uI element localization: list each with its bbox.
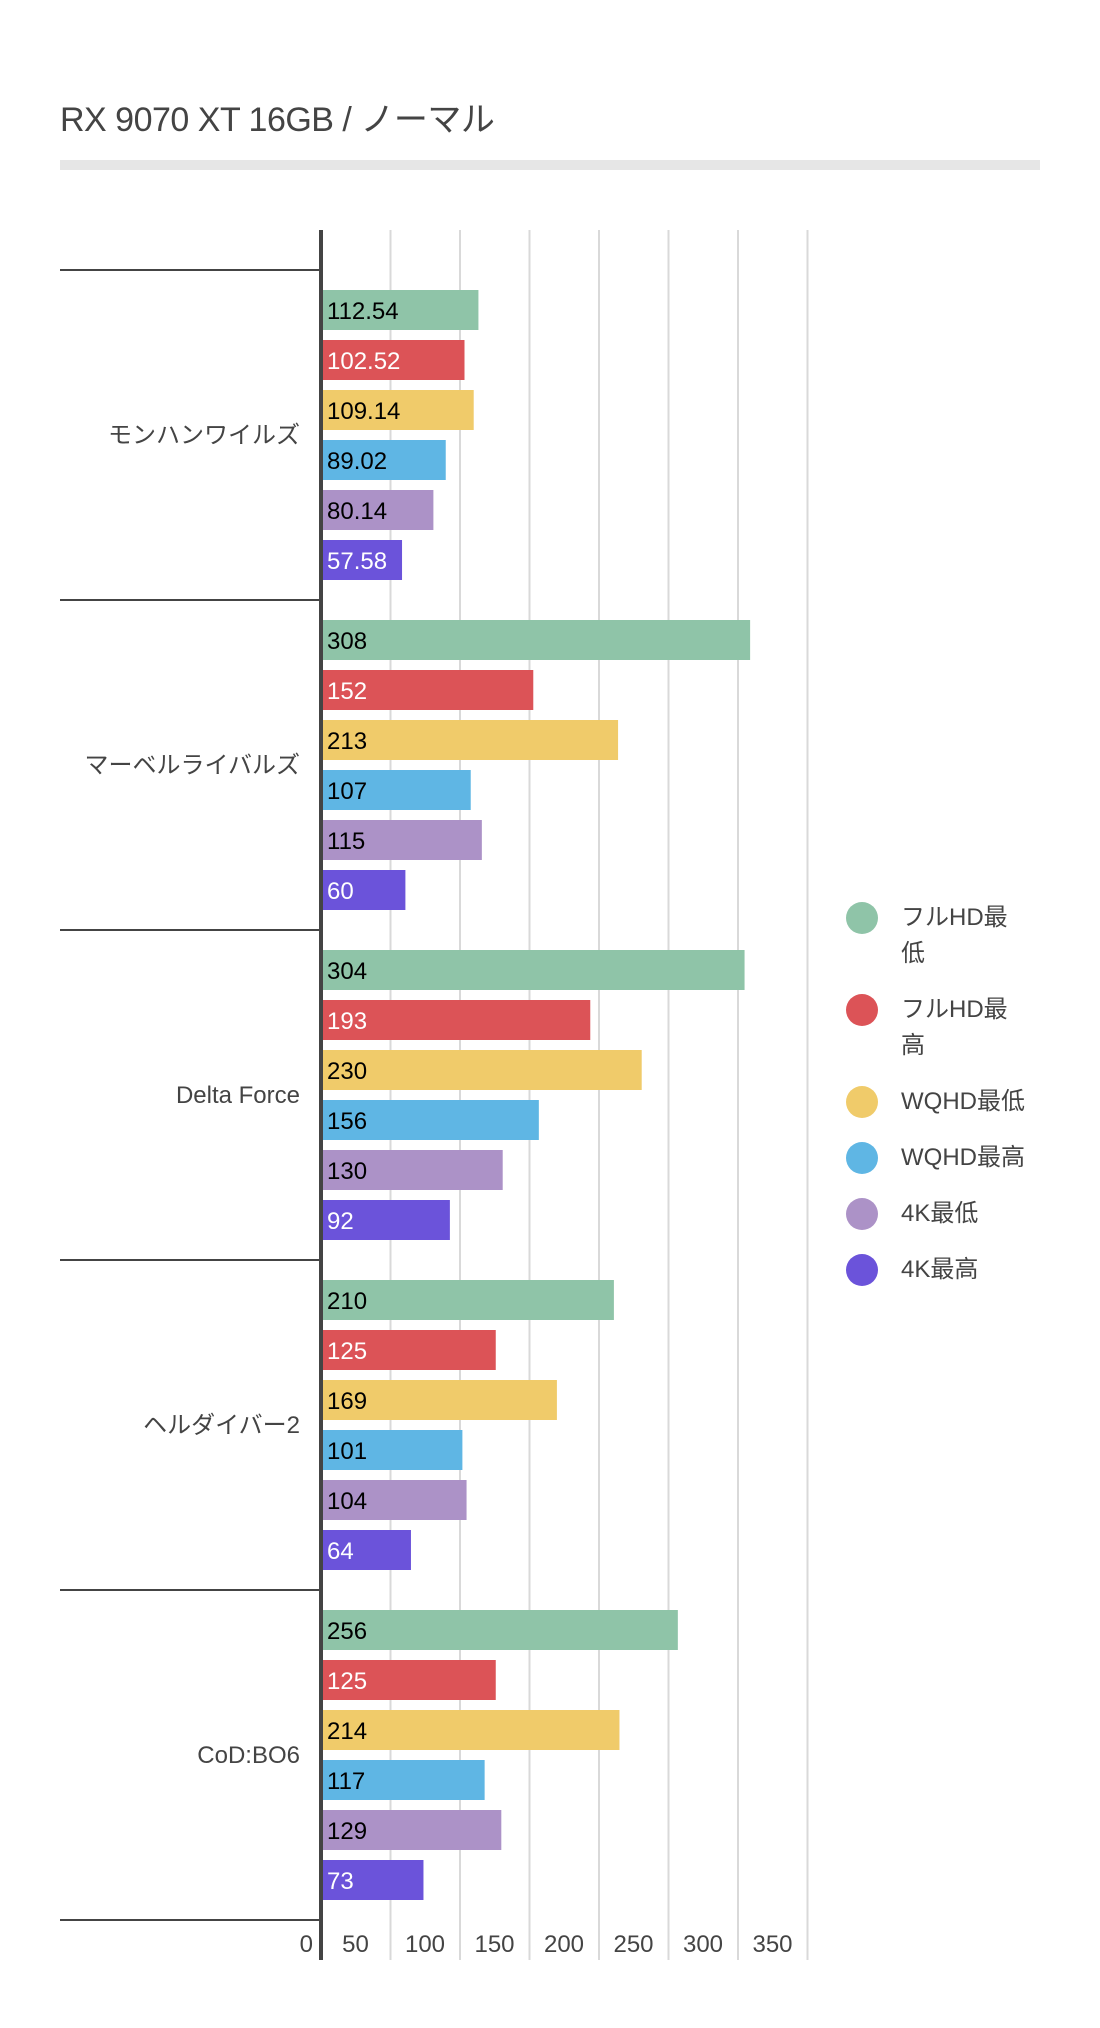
bar [322, 1200, 450, 1240]
legend-item: フルHD最高 [846, 992, 1021, 1064]
bar [322, 1280, 614, 1320]
bar [322, 290, 479, 330]
bar [322, 340, 465, 380]
bar [322, 1760, 485, 1800]
legend-swatch-icon [846, 902, 878, 934]
x-tick-label: 300 [683, 1931, 723, 1958]
bar-value-label: 112.54 [327, 298, 399, 325]
bar-value-label: 109.14 [327, 398, 400, 425]
legend-item: フルHD最低 [846, 900, 1021, 972]
bar-value-label: 304 [327, 958, 367, 985]
bar [322, 620, 751, 660]
x-tick-label: 200 [544, 1931, 584, 1958]
legend-swatch-icon [846, 994, 878, 1026]
bar-value-label: 156 [327, 1108, 367, 1135]
legend-swatch-icon [846, 1086, 878, 1118]
legend-item: 4K最高 [846, 1252, 1061, 1288]
legend-item: WQHD最低 [846, 1084, 1061, 1120]
bar-value-label: 152 [327, 678, 367, 705]
legend-label: フルHD最低 [901, 904, 1008, 967]
bar-value-label: 125 [327, 1668, 367, 1695]
bar-value-label: 102.52 [327, 348, 400, 375]
bar [322, 1710, 620, 1750]
bar [322, 1000, 591, 1040]
bar-value-label: 57.58 [327, 548, 387, 575]
x-tick-label: 150 [474, 1931, 514, 1958]
bar-value-label: 73 [327, 1868, 354, 1895]
legend-label: フルHD最高 [901, 996, 1008, 1059]
bar [322, 720, 619, 760]
category-label: Delta Force [176, 1082, 300, 1109]
bar [322, 390, 474, 430]
bar [322, 670, 534, 710]
x-tick-label: 250 [613, 1931, 653, 1958]
category-label: ヘルダイバー2 [143, 1412, 300, 1439]
bar-value-label: 117 [327, 1768, 365, 1795]
bar-value-label: 60 [327, 878, 354, 905]
bar [322, 770, 471, 810]
x-tick-label: 100 [405, 1931, 445, 1958]
chart-title: RX 9070 XT 16GB / ノーマル [60, 101, 495, 139]
bar [322, 1100, 539, 1140]
bar [322, 1330, 496, 1370]
legend-item: WQHD最高 [846, 1140, 1061, 1176]
legend: フルHD最低 フルHD最高 WQHD最低 WQHD最高 4K最低 4K最高 [846, 900, 1046, 1308]
legend-swatch-icon [846, 1198, 878, 1230]
legend-label: WQHD最高 [901, 1144, 1025, 1171]
bar-value-label: 89.02 [327, 448, 387, 475]
bar [322, 950, 745, 990]
legend-swatch-icon [846, 1142, 878, 1174]
bar-value-label: 104 [327, 1488, 367, 1515]
legend-item: 4K最低 [846, 1196, 1061, 1232]
bar-value-label: 308 [327, 628, 367, 655]
bar-value-label: 80.14 [327, 498, 387, 525]
bar-value-label: 256 [327, 1618, 367, 1645]
bar [322, 1610, 678, 1650]
bar-value-label: 214 [327, 1718, 367, 1745]
legend-label: 4K最低 [901, 1200, 979, 1227]
legend-label: 4K最高 [901, 1256, 979, 1283]
bar [322, 1430, 463, 1470]
x-tick-label: 0 [300, 1931, 313, 1958]
bar [322, 820, 482, 860]
bar-value-label: 213 [327, 728, 367, 755]
category-label: CoD:BO6 [197, 1742, 300, 1769]
bar-value-label: 210 [327, 1288, 367, 1315]
bar-value-label: 230 [327, 1058, 367, 1085]
bar-value-label: 101 [327, 1438, 367, 1465]
bar [322, 1150, 503, 1190]
category-label: マーベルライバルズ [84, 752, 300, 779]
legend-label: WQHD最低 [901, 1088, 1025, 1115]
bar-value-label: 193 [327, 1008, 367, 1035]
bar-value-label: 129 [327, 1818, 367, 1845]
bar [322, 1660, 496, 1700]
bar [322, 440, 446, 480]
bar [322, 1380, 557, 1420]
legend-swatch-icon [846, 1254, 878, 1286]
bar-value-label: 115 [327, 828, 365, 855]
bar [322, 540, 403, 580]
bar [322, 1480, 467, 1520]
bar [322, 1860, 424, 1900]
category-label: モンハンワイルズ [108, 422, 300, 449]
bar-value-label: 169 [327, 1388, 367, 1415]
bar [322, 1810, 502, 1850]
bar-value-label: 125 [327, 1338, 367, 1365]
bar-value-label: 92 [327, 1208, 354, 1235]
x-tick-label: 50 [342, 1931, 369, 1958]
bar-value-label: 107 [327, 778, 367, 805]
x-tick-label: 350 [752, 1931, 792, 1958]
bar [322, 870, 406, 910]
bar-value-label: 130 [327, 1158, 367, 1185]
bar [322, 1050, 642, 1090]
title-divider [60, 160, 1040, 170]
bar-value-label: 64 [327, 1538, 354, 1565]
bar [322, 490, 434, 530]
bar [322, 1530, 411, 1570]
